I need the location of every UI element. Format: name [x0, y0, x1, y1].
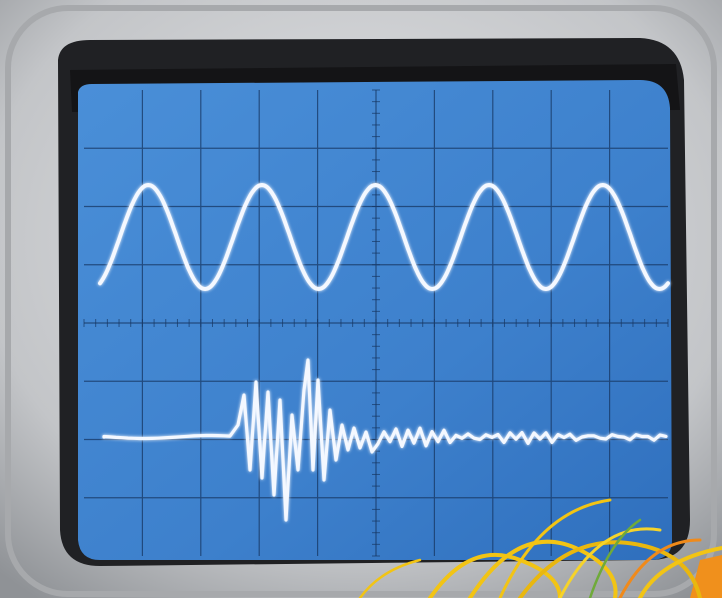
burst-trace [102, 358, 668, 522]
graticule-ticks [83, 89, 669, 557]
crt-screen [78, 80, 672, 560]
bezel-rim [5, 5, 717, 597]
sine-trace [98, 183, 670, 291]
cables [358, 498, 722, 598]
